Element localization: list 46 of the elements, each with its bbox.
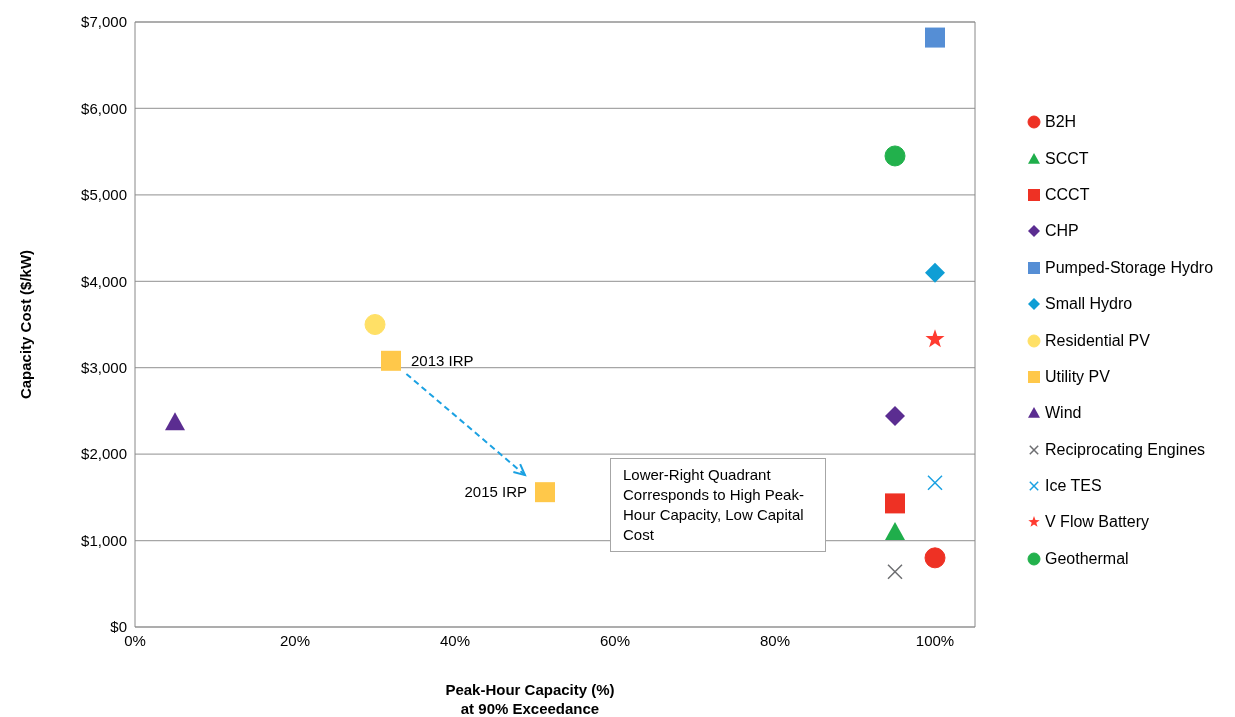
x-tick-label: 0% bbox=[124, 631, 146, 649]
point bbox=[925, 262, 945, 283]
legend-label: Pumped-Storage Hydro bbox=[1045, 258, 1214, 277]
x-axis-title: Peak-Hour Capacity (%) at 90% Exceedance bbox=[444, 680, 616, 717]
point bbox=[887, 563, 903, 580]
point bbox=[924, 547, 946, 569]
y-tick-label: $1,000 bbox=[81, 531, 127, 549]
legend-label: CHP bbox=[1045, 222, 1079, 241]
legend-label: CCCT bbox=[1045, 185, 1090, 204]
legend-label: Reciprocating Engines bbox=[1045, 440, 1206, 459]
point bbox=[381, 350, 401, 371]
y-tick-label: $2,000 bbox=[81, 445, 127, 463]
point bbox=[535, 482, 555, 503]
annotation: 2015 IRP bbox=[464, 483, 527, 501]
y-tick-label: $6,000 bbox=[81, 99, 127, 117]
legend-label: Geothermal bbox=[1045, 549, 1129, 568]
point bbox=[165, 412, 185, 431]
y-tick-label: $0 bbox=[110, 618, 127, 636]
legend-label: V Flow Battery bbox=[1045, 513, 1150, 532]
y-tick-label: $4,000 bbox=[81, 272, 127, 290]
point bbox=[925, 329, 945, 348]
y-tick-label: $5,000 bbox=[81, 186, 127, 204]
legend-label: Wind bbox=[1045, 404, 1082, 423]
point bbox=[884, 145, 906, 167]
x-tick-label: 60% bbox=[599, 631, 631, 649]
legend-label: Ice TES bbox=[1045, 477, 1102, 496]
point bbox=[885, 406, 905, 427]
legend-label: Utility PV bbox=[1045, 367, 1110, 386]
point bbox=[927, 474, 943, 491]
annotation: Lower-Right Quadrant Corresponds to High Peak-Hour Capacity, Low Capital Cost bbox=[610, 458, 826, 552]
annotation: 2013 IRP bbox=[411, 351, 474, 369]
legend-label: Residential PV bbox=[1045, 331, 1150, 350]
legend-label: B2H bbox=[1045, 113, 1077, 132]
point bbox=[885, 493, 905, 514]
y-axis-title: Capacity Cost ($/kW) bbox=[17, 249, 35, 400]
x-tick-label: 20% bbox=[279, 631, 311, 649]
point bbox=[925, 27, 945, 48]
x-tick-label: 80% bbox=[759, 631, 791, 649]
x-tick-label: 100% bbox=[915, 631, 955, 649]
x-tick-label: 40% bbox=[439, 631, 471, 649]
legend-label: Small Hydro bbox=[1045, 295, 1133, 314]
point bbox=[885, 521, 905, 540]
point bbox=[364, 314, 386, 335]
y-tick-label: $7,000 bbox=[81, 13, 127, 31]
legend-label: SCCT bbox=[1045, 149, 1089, 168]
y-tick-label: $3,000 bbox=[81, 359, 127, 377]
